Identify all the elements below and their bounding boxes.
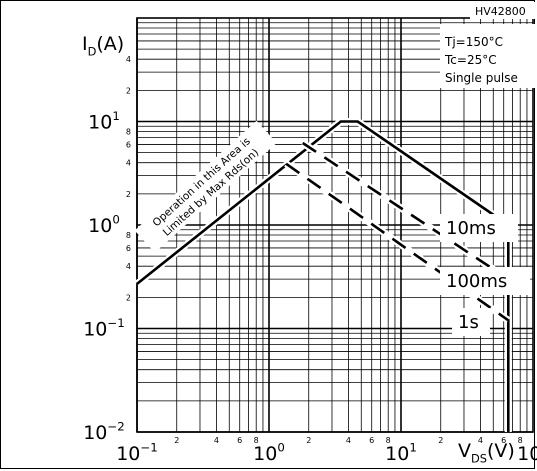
y-tick-label: 101 [88,109,120,134]
condition-text: Tj=150°C [444,35,503,49]
part-number: HV42800 [475,5,526,18]
x-tick-label: 101 [385,440,417,465]
series-label-box [440,214,518,242]
conditions-box [440,24,536,88]
x-minor-tick-label: 8 [518,436,523,445]
condition-text: Tc=25°C [444,53,497,67]
y-minor-tick-label: 2 [126,293,131,302]
y-minor-tick-label: 4 [126,262,131,271]
y-minor-tick-label: 8 [126,231,131,240]
y-minor-tick-label: 4 [126,55,131,64]
y-axis-title: ID(A) [82,33,124,58]
x-minor-tick-label: 4 [346,436,351,445]
rds-on-annotation-line: Operation in this Area is [150,135,252,229]
plot-border [136,17,534,433]
condition-text: Single pulse [445,71,518,85]
x-tick-label: 102 [517,440,537,465]
x-minor-tick-label: 8 [254,436,259,445]
x-minor-tick-label: 6 [501,436,506,445]
x-minor-tick-label: 2 [306,436,311,445]
x-minor-tick-label: 6 [369,436,374,445]
y-minor-tick-label: 2 [126,190,131,199]
series-line-100ms [301,141,510,281]
y-minor-tick-label: 6 [126,244,131,253]
axes: 10−110010110210−210−11001012468246824682… [83,17,537,465]
series-label: 1s [458,312,479,333]
y-minor-tick-label: 2 [126,86,131,95]
x-tick-label: 10−1 [116,440,158,465]
series-line-1s [285,162,510,322]
series-label-box [440,267,530,295]
rds-on-annotation-box [134,120,277,253]
y-minor-tick-label: 4 [126,159,131,168]
x-minor-tick-label: 2 [174,436,179,445]
y-tick-label: 10−2 [83,419,125,444]
y-tick-label: 100 [88,212,120,237]
y-minor-tick-label: 6 [126,140,131,149]
series-label-box [452,308,490,336]
series-label: 10ms [446,218,496,239]
x-minor-tick-label: 8 [386,436,391,445]
y-tick-label: 10−1 [83,316,125,341]
part-number-box [470,2,536,19]
x-minor-tick-label: 4 [478,436,483,445]
y-minor-tick-label: 8 [126,128,131,137]
series-label: 100ms [446,271,507,292]
x-axis-title: VDS(V) [458,440,515,465]
x-minor-tick-label: 6 [237,436,242,445]
x-minor-tick-label: 4 [214,436,219,445]
x-tick-label: 100 [253,440,285,465]
x-minor-tick-label: 2 [438,436,443,445]
